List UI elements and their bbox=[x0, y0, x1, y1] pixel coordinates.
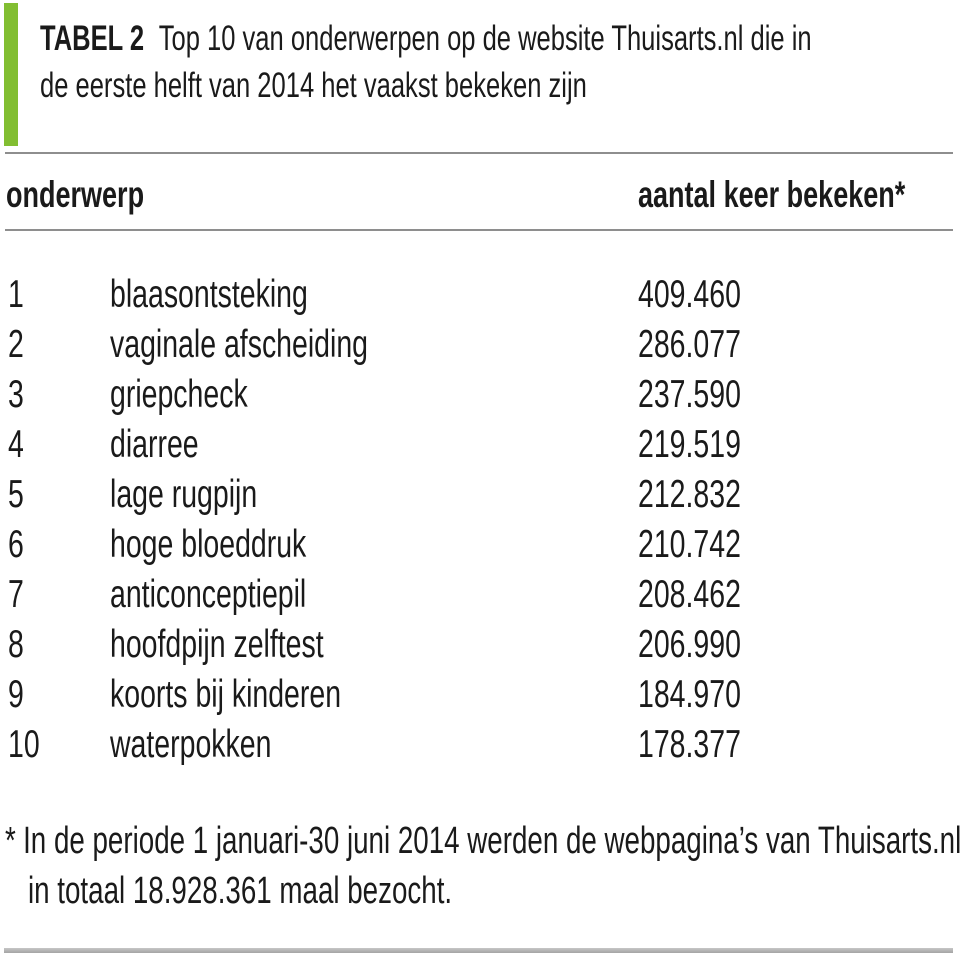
title-line-2: de eerste helft van 2014 het vaakst beke… bbox=[40, 62, 812, 109]
row-views: 219.519 bbox=[638, 423, 741, 466]
row-topic: diarree bbox=[110, 423, 199, 466]
row-views: 210.742 bbox=[638, 523, 741, 566]
table-row: 9 koorts bij kinderen 184.970 bbox=[0, 670, 961, 720]
footnote-line-2: in totaal 18.928.361 maal bezocht. bbox=[28, 866, 961, 916]
footnote-marker: * bbox=[5, 820, 16, 862]
row-topic: koorts bij kinderen bbox=[110, 673, 342, 716]
row-views: 208.462 bbox=[638, 573, 741, 616]
row-rank: 4 bbox=[8, 423, 24, 466]
table-row: 3 griepcheck 237.590 bbox=[0, 370, 961, 420]
table-row: 6 hoge bloeddruk 210.742 bbox=[0, 520, 961, 570]
row-views: 178.377 bbox=[638, 723, 741, 766]
table-row: 2 vaginale afscheiding 286.077 bbox=[0, 320, 961, 370]
footnote-line-1: * In de periode 1 januari-30 juni 2014 we… bbox=[5, 816, 961, 866]
row-rank: 1 bbox=[8, 273, 24, 316]
row-rank: 2 bbox=[8, 323, 24, 366]
table-row: 7 anticonceptiepil 208.462 bbox=[0, 570, 961, 620]
table-body: 1 blaasontsteking 409.460 2 vaginale afs… bbox=[0, 270, 961, 770]
row-rank: 9 bbox=[8, 673, 24, 716]
divider-header bbox=[5, 229, 953, 231]
row-views: 206.990 bbox=[638, 623, 741, 666]
row-rank: 8 bbox=[8, 623, 24, 666]
row-views: 409.460 bbox=[638, 273, 741, 316]
footnote: * In de periode 1 januari-30 juni 2014 we… bbox=[5, 816, 961, 916]
row-topic: hoge bloeddruk bbox=[110, 523, 307, 566]
column-header-onderwerp: onderwerp bbox=[6, 174, 145, 215]
title-text-line1: Top 10 van onderwerpen op de website Thu… bbox=[158, 19, 812, 58]
row-topic: blaasontsteking bbox=[110, 273, 308, 316]
table-row: 1 blaasontsteking 409.460 bbox=[0, 270, 961, 320]
table-row: 4 diarree 219.519 bbox=[0, 420, 961, 470]
table-title: TABEL 2 Top 10 van onderwerpen op de webs… bbox=[40, 15, 961, 109]
table-row: 8 hoofdpijn zelftest 206.990 bbox=[0, 620, 961, 670]
row-rank: 7 bbox=[8, 573, 24, 616]
table-header-row: onderwerp aantal keer bekeken* bbox=[0, 170, 961, 220]
row-topic: anticonceptiepil bbox=[110, 573, 307, 616]
row-views: 184.970 bbox=[638, 673, 741, 716]
row-views: 237.590 bbox=[638, 373, 741, 416]
table-row: 10 waterpokken 178.377 bbox=[0, 720, 961, 770]
table-row: 5 lage rugpijn 212.832 bbox=[0, 470, 961, 520]
row-topic: hoofdpijn zelftest bbox=[110, 623, 324, 666]
footnote-text-line1: In de periode 1 januari-30 juni 2014 wer… bbox=[23, 820, 961, 862]
divider-bottom bbox=[4, 948, 953, 953]
divider-top bbox=[5, 152, 953, 154]
row-rank: 6 bbox=[8, 523, 24, 566]
row-views: 286.077 bbox=[638, 323, 741, 366]
table-number-label: TABEL 2 bbox=[40, 19, 145, 58]
footnote-text-line2: in totaal 18.928.361 maal bezocht. bbox=[28, 870, 453, 912]
row-topic: griepcheck bbox=[110, 373, 248, 416]
row-rank: 5 bbox=[8, 473, 24, 516]
row-topic: lage rugpijn bbox=[110, 473, 258, 516]
title-text-line2: de eerste helft van 2014 het vaakst beke… bbox=[40, 66, 587, 105]
title-line-1: TABEL 2 Top 10 van onderwerpen op de webs… bbox=[40, 15, 812, 62]
row-topic: waterpokken bbox=[110, 723, 272, 766]
accent-bar bbox=[4, 3, 18, 146]
row-views: 212.832 bbox=[638, 473, 741, 516]
row-rank: 3 bbox=[8, 373, 24, 416]
column-header-aantal-keer-bekeken: aantal keer bekeken* bbox=[638, 174, 906, 215]
row-topic: vaginale afscheiding bbox=[110, 323, 368, 366]
row-rank: 10 bbox=[8, 723, 40, 766]
